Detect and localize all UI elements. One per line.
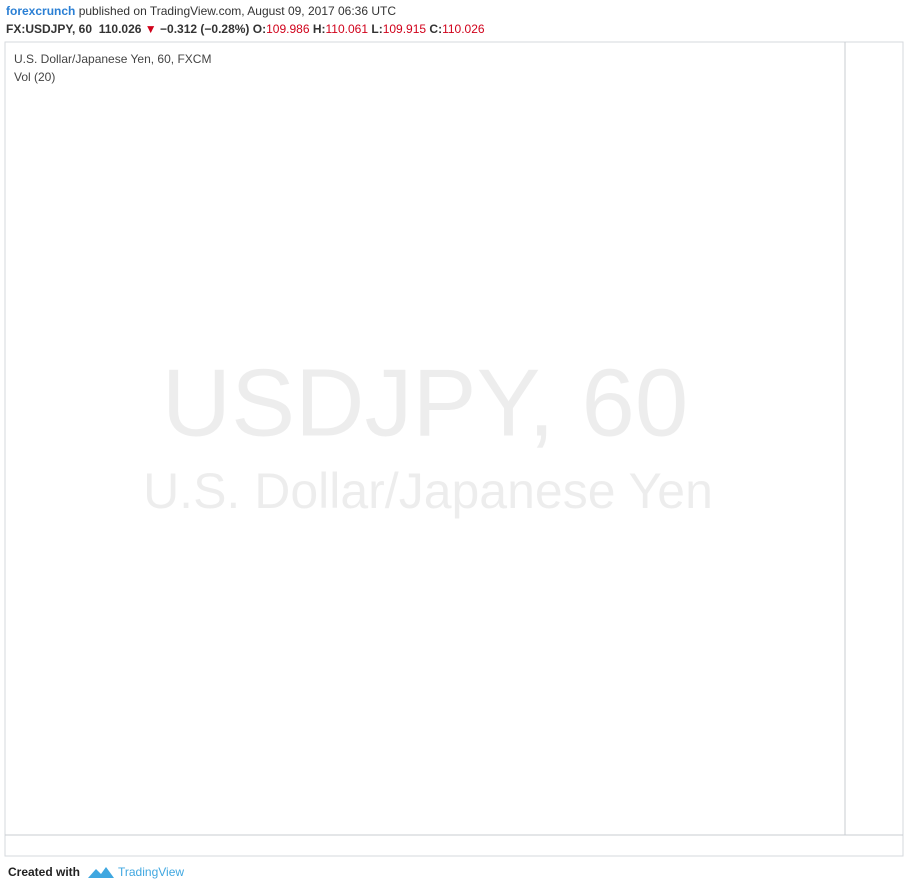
ohlc-label: C: [429,22,443,36]
ohlc-value: 109.986 [266,22,310,36]
header: forexcrunch published on TradingView.com… [6,2,485,38]
header-line: forexcrunch published on TradingView.com… [6,2,485,20]
published: published on TradingView.com, August 09,… [78,4,397,18]
ohlc-value: 109.915 [382,22,427,36]
direction: ▼ [144,22,157,36]
watermark: U.S. Dollar/Japanese Yen [143,463,713,519]
author[interactable]: forexcrunch [6,4,76,18]
ohlc-label: L: [371,22,383,36]
symbol: FX:USDJPY, 60 [6,22,93,36]
chart-frame [4,41,904,857]
ohlc-value: 110.061 [325,22,369,36]
ohlc-label: H: [312,22,326,36]
ohlc-label: O: [252,22,267,36]
legend-title: U.S. Dollar/Japanese Yen, 60, FXCM [14,52,211,66]
logo[interactable] [88,867,114,878]
change: −0.312 (−0.28%) [160,22,250,36]
legend-volume: Vol (20) [14,70,55,84]
footer-brand[interactable]: TradingView [118,865,184,879]
header-line: FX:USDJPY, 60 110.026 ▼ −0.312 (−0.28%) … [6,20,485,38]
ohlc-value: 110.026 [442,22,485,36]
last-price: 110.026 [98,22,142,36]
watermark: USDJPY, 60 [162,349,689,456]
footer-created: Created with [8,865,80,879]
